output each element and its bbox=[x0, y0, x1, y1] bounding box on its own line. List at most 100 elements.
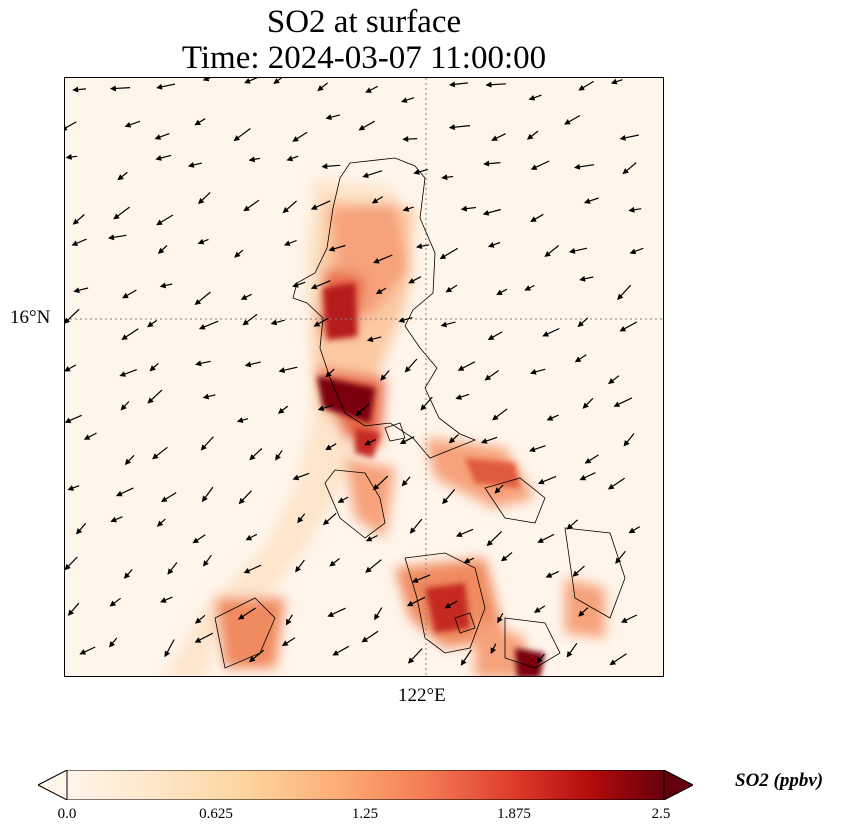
wind-arrow-head bbox=[328, 246, 336, 252]
wind-arrow-head bbox=[65, 317, 71, 324]
wind-arrow-head bbox=[317, 85, 324, 92]
wind-arrow-head bbox=[441, 174, 448, 181]
wind-arrow-head bbox=[579, 474, 587, 481]
wind-arrow-head bbox=[325, 444, 332, 451]
wind-arrow-head bbox=[629, 248, 637, 255]
wind-arrow-head bbox=[366, 336, 374, 343]
wind-arrow-head bbox=[198, 197, 205, 205]
map-time-label: Time: 2024-03-07 11:00:00 bbox=[181, 40, 547, 76]
wind-arrow-head bbox=[457, 365, 465, 371]
wind-arrow-head bbox=[200, 444, 207, 451]
wind-arrow-head bbox=[530, 216, 537, 222]
wind-arrow-head bbox=[121, 334, 128, 341]
wind-arrow-head bbox=[194, 119, 202, 126]
wind-arrow-head bbox=[238, 497, 245, 505]
wind-arrow-head bbox=[364, 439, 371, 446]
wind-arrow-head bbox=[234, 251, 241, 258]
wind-arrow-head bbox=[292, 136, 299, 142]
wind-arrow-head bbox=[65, 366, 71, 372]
wind-arrow-head bbox=[582, 402, 589, 409]
wind-arrow-head bbox=[65, 153, 72, 160]
wind-arrow-head bbox=[152, 453, 159, 460]
wind-arrow-head bbox=[156, 520, 164, 527]
wind-arrow-head bbox=[622, 168, 629, 175]
wind-arrow-head bbox=[65, 417, 72, 424]
wind-arrow-head bbox=[486, 539, 494, 547]
wind-arrow-head bbox=[448, 124, 455, 131]
wind-arrow-head bbox=[533, 607, 541, 613]
wind-arrow-head bbox=[542, 331, 549, 337]
wind-arrow-head bbox=[371, 197, 379, 204]
wind-arrow-head bbox=[157, 247, 165, 255]
wind-arrow-head bbox=[409, 527, 416, 534]
wind-arrow-head bbox=[202, 393, 210, 400]
wind-arrow-head bbox=[155, 155, 162, 161]
wind-arrow-head bbox=[160, 597, 167, 603]
wind-arrow-head bbox=[187, 162, 195, 168]
wind-arrow-head bbox=[373, 257, 380, 264]
wind-arrow-head bbox=[164, 650, 171, 658]
wind-arrow-head bbox=[332, 650, 340, 656]
wind-arrow-head bbox=[401, 97, 408, 103]
wind-arrow-head bbox=[192, 537, 200, 544]
wind-arrow-head bbox=[286, 155, 294, 162]
wind-arrow-head bbox=[574, 356, 582, 363]
wind-arrow-head bbox=[619, 134, 626, 141]
wind-arrow-head bbox=[325, 371, 332, 378]
wind-arrow-head bbox=[108, 641, 116, 648]
wind-arrow-head bbox=[545, 572, 553, 578]
wind-arrow-head bbox=[494, 487, 501, 494]
wind-arrow-head bbox=[237, 613, 245, 620]
wind-arrow-head bbox=[491, 135, 498, 141]
wind-arrow-head bbox=[233, 135, 241, 142]
wind-arrow-head bbox=[249, 454, 256, 461]
wind-arrow-head bbox=[310, 204, 318, 210]
wind-arrow-head bbox=[492, 414, 499, 421]
wind-arrow-head bbox=[119, 371, 127, 377]
wind-arrow-head bbox=[292, 474, 300, 481]
wind-arrow-head bbox=[546, 415, 554, 421]
wind-arrow-head bbox=[573, 163, 581, 170]
wind-arrow-head bbox=[524, 285, 531, 291]
colorbar-tick-label: 0.0 bbox=[57, 806, 77, 822]
wind-arrow-head bbox=[115, 490, 123, 497]
wind-arrow-head bbox=[404, 366, 411, 373]
wind-arrow-head bbox=[365, 566, 372, 573]
wind-arrow-head bbox=[156, 219, 163, 226]
wind-arrow-head bbox=[455, 531, 463, 537]
wind-arrow-head bbox=[243, 567, 251, 574]
wind-arrow-head bbox=[497, 616, 503, 624]
wind-arrow-head bbox=[149, 365, 156, 372]
wind-arrow-head bbox=[329, 560, 336, 567]
wind-arrow-head bbox=[76, 528, 83, 535]
map-title: SO2 at surface bbox=[266, 4, 462, 40]
wind-arrow-head bbox=[439, 253, 447, 260]
wind-arrow-head bbox=[248, 656, 256, 663]
wind-arrow-head bbox=[398, 317, 405, 323]
wind-arrow-head bbox=[566, 651, 573, 658]
wind-arrow-head bbox=[500, 555, 508, 562]
wind-arrow-head bbox=[610, 78, 618, 85]
wind-arrow-head bbox=[194, 637, 202, 643]
wind-arrow-head bbox=[240, 294, 248, 300]
wind-arrow-head bbox=[537, 478, 545, 485]
wind-arrow-head bbox=[487, 242, 495, 248]
wind-arrow-head bbox=[337, 497, 345, 503]
wind-vectors bbox=[65, 78, 644, 666]
wind-arrow-head bbox=[484, 374, 492, 381]
wind-arrow-head bbox=[325, 114, 332, 120]
wind-arrow-head bbox=[526, 133, 534, 140]
wind-arrow-head bbox=[310, 283, 318, 290]
wind-arrow-head bbox=[65, 563, 71, 571]
wind-arrow-head bbox=[321, 163, 328, 170]
wind-arrow-head bbox=[201, 495, 208, 503]
so2-map bbox=[65, 78, 663, 676]
wind-arrow-head bbox=[442, 497, 449, 505]
wind-arrow-head bbox=[83, 434, 91, 440]
wind-arrow-head bbox=[122, 292, 129, 299]
wind-arrow-head bbox=[358, 124, 366, 131]
wind-arrow-head bbox=[617, 293, 624, 300]
wind-arrow-head bbox=[72, 218, 80, 225]
wind-arrow-head bbox=[167, 568, 174, 575]
wind-arrow-head bbox=[482, 210, 490, 216]
